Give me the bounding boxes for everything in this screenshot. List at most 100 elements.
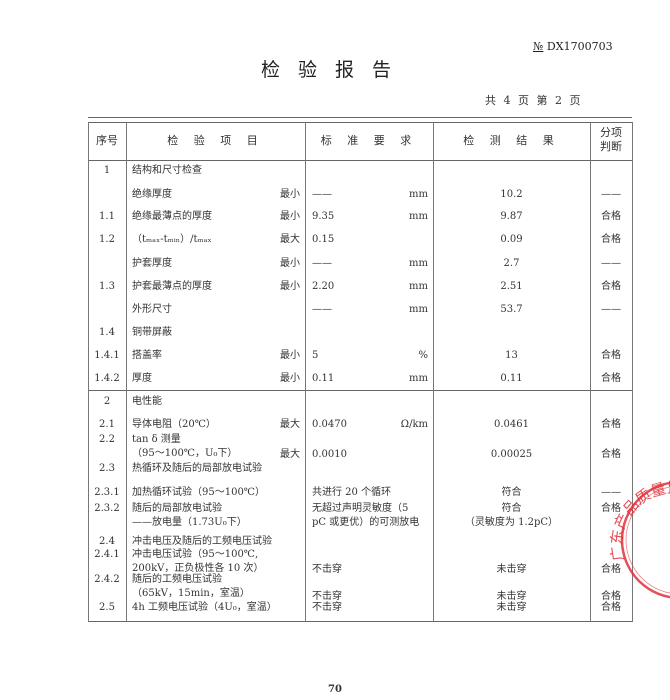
row-verdict: 合格 — [601, 211, 621, 222]
row-item: 结构和尺寸检查 — [132, 165, 202, 176]
header-result: 检 测 结 果 — [463, 134, 560, 147]
number-sign: № — [533, 40, 544, 53]
row-qualifier: 最大 — [280, 419, 300, 430]
row-item: 4h 工频电压试验（4U₀，室温） — [132, 602, 277, 613]
row-result: 符合 — [501, 487, 522, 498]
row-verdict: 合格 — [601, 564, 621, 575]
page-number: 70 — [328, 684, 342, 695]
row-verdict: 合格 — [601, 234, 621, 245]
row-standard: 5 — [312, 350, 319, 361]
report-number-value: DX1700703 — [546, 40, 613, 53]
row-number: 2.3.1 — [94, 487, 120, 498]
row-verdict: —— — [601, 189, 621, 200]
row-verdict: —— — [601, 304, 621, 315]
row-item: tan δ 测量 （95～100℃，U₀下） — [132, 434, 238, 459]
row-item: 随后的工频电压试验 （65kV，15min，室温） — [132, 574, 250, 599]
row-standard: 不击穿 — [312, 591, 342, 602]
row-item: 冲击电压试验（95～100℃, 200kV，正负极性各 10 次） — [132, 549, 264, 574]
row-qualifier: 最小 — [280, 258, 300, 269]
row-item: 厚度 — [132, 373, 152, 384]
header-verdict: 分项 判断 — [600, 126, 622, 153]
stamp-circle — [620, 481, 670, 599]
row-unit: mm — [409, 211, 428, 222]
row-number: 2.4.1 — [94, 549, 120, 560]
row-result: 13 — [505, 350, 518, 361]
row-verdict: 合格 — [601, 281, 621, 292]
row-number: 1.3 — [99, 281, 115, 292]
row-unit: mm — [409, 258, 428, 269]
row-item: 护套最薄点的厚度 — [132, 281, 212, 292]
row-item: 外形尺寸 — [132, 304, 172, 315]
row-result: 符合 （灵敏度为 1.2pC） — [464, 503, 559, 528]
row-number: 2 — [103, 396, 111, 407]
row-number: 1.4.2 — [94, 373, 120, 384]
row-standard: 0.0470 — [312, 419, 347, 430]
row-unit: mm — [409, 373, 428, 384]
column-line — [305, 122, 306, 622]
row-verdict: 合格 — [601, 602, 621, 613]
row-item: 加热循环试验（95～100℃） — [132, 487, 265, 498]
row-number: 1 — [103, 165, 111, 176]
column-line — [88, 122, 89, 622]
row-number: 2.3 — [99, 463, 115, 474]
row-standard: 2.20 — [312, 281, 335, 292]
row-qualifier: 最大 — [280, 234, 300, 245]
row-number: 1.4 — [99, 327, 115, 338]
row-standard: 9.35 — [312, 211, 335, 222]
row-result: 0.00025 — [490, 449, 533, 460]
row-number: 1.4.1 — [94, 350, 120, 361]
row-item: 铜带屏蔽 — [132, 327, 172, 338]
column-line — [433, 122, 434, 622]
row-qualifier: 最小 — [280, 189, 300, 200]
row-result: 53.7 — [500, 304, 523, 315]
row-qualifier: 最小 — [280, 350, 300, 361]
row-number: 2.2 — [99, 434, 115, 445]
row-item: 绝缘最薄点的厚度 — [132, 211, 212, 222]
row-qualifier: 最大 — [280, 449, 300, 460]
row-standard: 共进行 20 个循环 — [312, 487, 392, 498]
row-item: 搭盖率 — [132, 350, 162, 361]
row-item: 护套厚度 — [132, 258, 172, 269]
row-verdict: —— — [601, 487, 621, 498]
row-result: 0.0461 — [494, 419, 529, 430]
row-standard: —— — [312, 258, 332, 269]
row-unit: mm — [409, 189, 428, 200]
row-item: 热循环及随后的局部放电试验 — [132, 463, 262, 474]
row-result: 9.87 — [500, 211, 523, 222]
table-top-border — [88, 122, 632, 123]
row-number: 1.2 — [99, 234, 115, 245]
row-item: 冲击电压及随后的工频电压试验 — [132, 536, 272, 547]
row-result: 0.09 — [500, 234, 523, 245]
row-item: （tₘₐₓ-tₘᵢₙ）/tₘₐₓ — [132, 234, 212, 245]
row-qualifier: 最小 — [280, 281, 300, 292]
row-standard: —— — [312, 304, 332, 315]
row-standard: 不击穿 — [312, 564, 342, 575]
row-unit: mm — [409, 304, 428, 315]
row-number: 1.1 — [99, 211, 115, 222]
row-item: 导体电阻（20℃） — [132, 419, 216, 430]
row-number: 2.4 — [99, 536, 115, 547]
page-title: 检验报告 — [260, 59, 409, 81]
row-standard: —— — [312, 189, 332, 200]
row-standard: 0.0010 — [312, 449, 347, 460]
row-verdict: 合格 — [601, 350, 621, 361]
row-standard: 0.11 — [312, 373, 335, 384]
row-verdict: 合格 — [601, 373, 621, 384]
header-standard: 标 准 要 求 — [320, 134, 418, 147]
row-unit: mm — [409, 281, 428, 292]
row-standard: 无超过声明灵敏度（5 pC 或更优）的可测放电 — [312, 503, 420, 528]
row-verdict: 合格 — [601, 591, 621, 602]
row-number: 2.1 — [99, 419, 115, 430]
row-number: 2.3.2 — [94, 503, 120, 514]
row-item: 绝缘厚度 — [132, 189, 172, 200]
page-info: 共 4 页 第 2 页 — [485, 94, 583, 107]
section-divider — [88, 390, 632, 391]
row-verdict: 合格 — [601, 449, 621, 460]
row-verdict: 合格 — [601, 419, 621, 430]
row-number: 2.5 — [99, 602, 115, 613]
column-line — [590, 122, 591, 622]
stamp-inner-circle — [625, 486, 670, 594]
header-divider — [88, 160, 632, 161]
row-verdict: 合格 — [601, 503, 621, 514]
